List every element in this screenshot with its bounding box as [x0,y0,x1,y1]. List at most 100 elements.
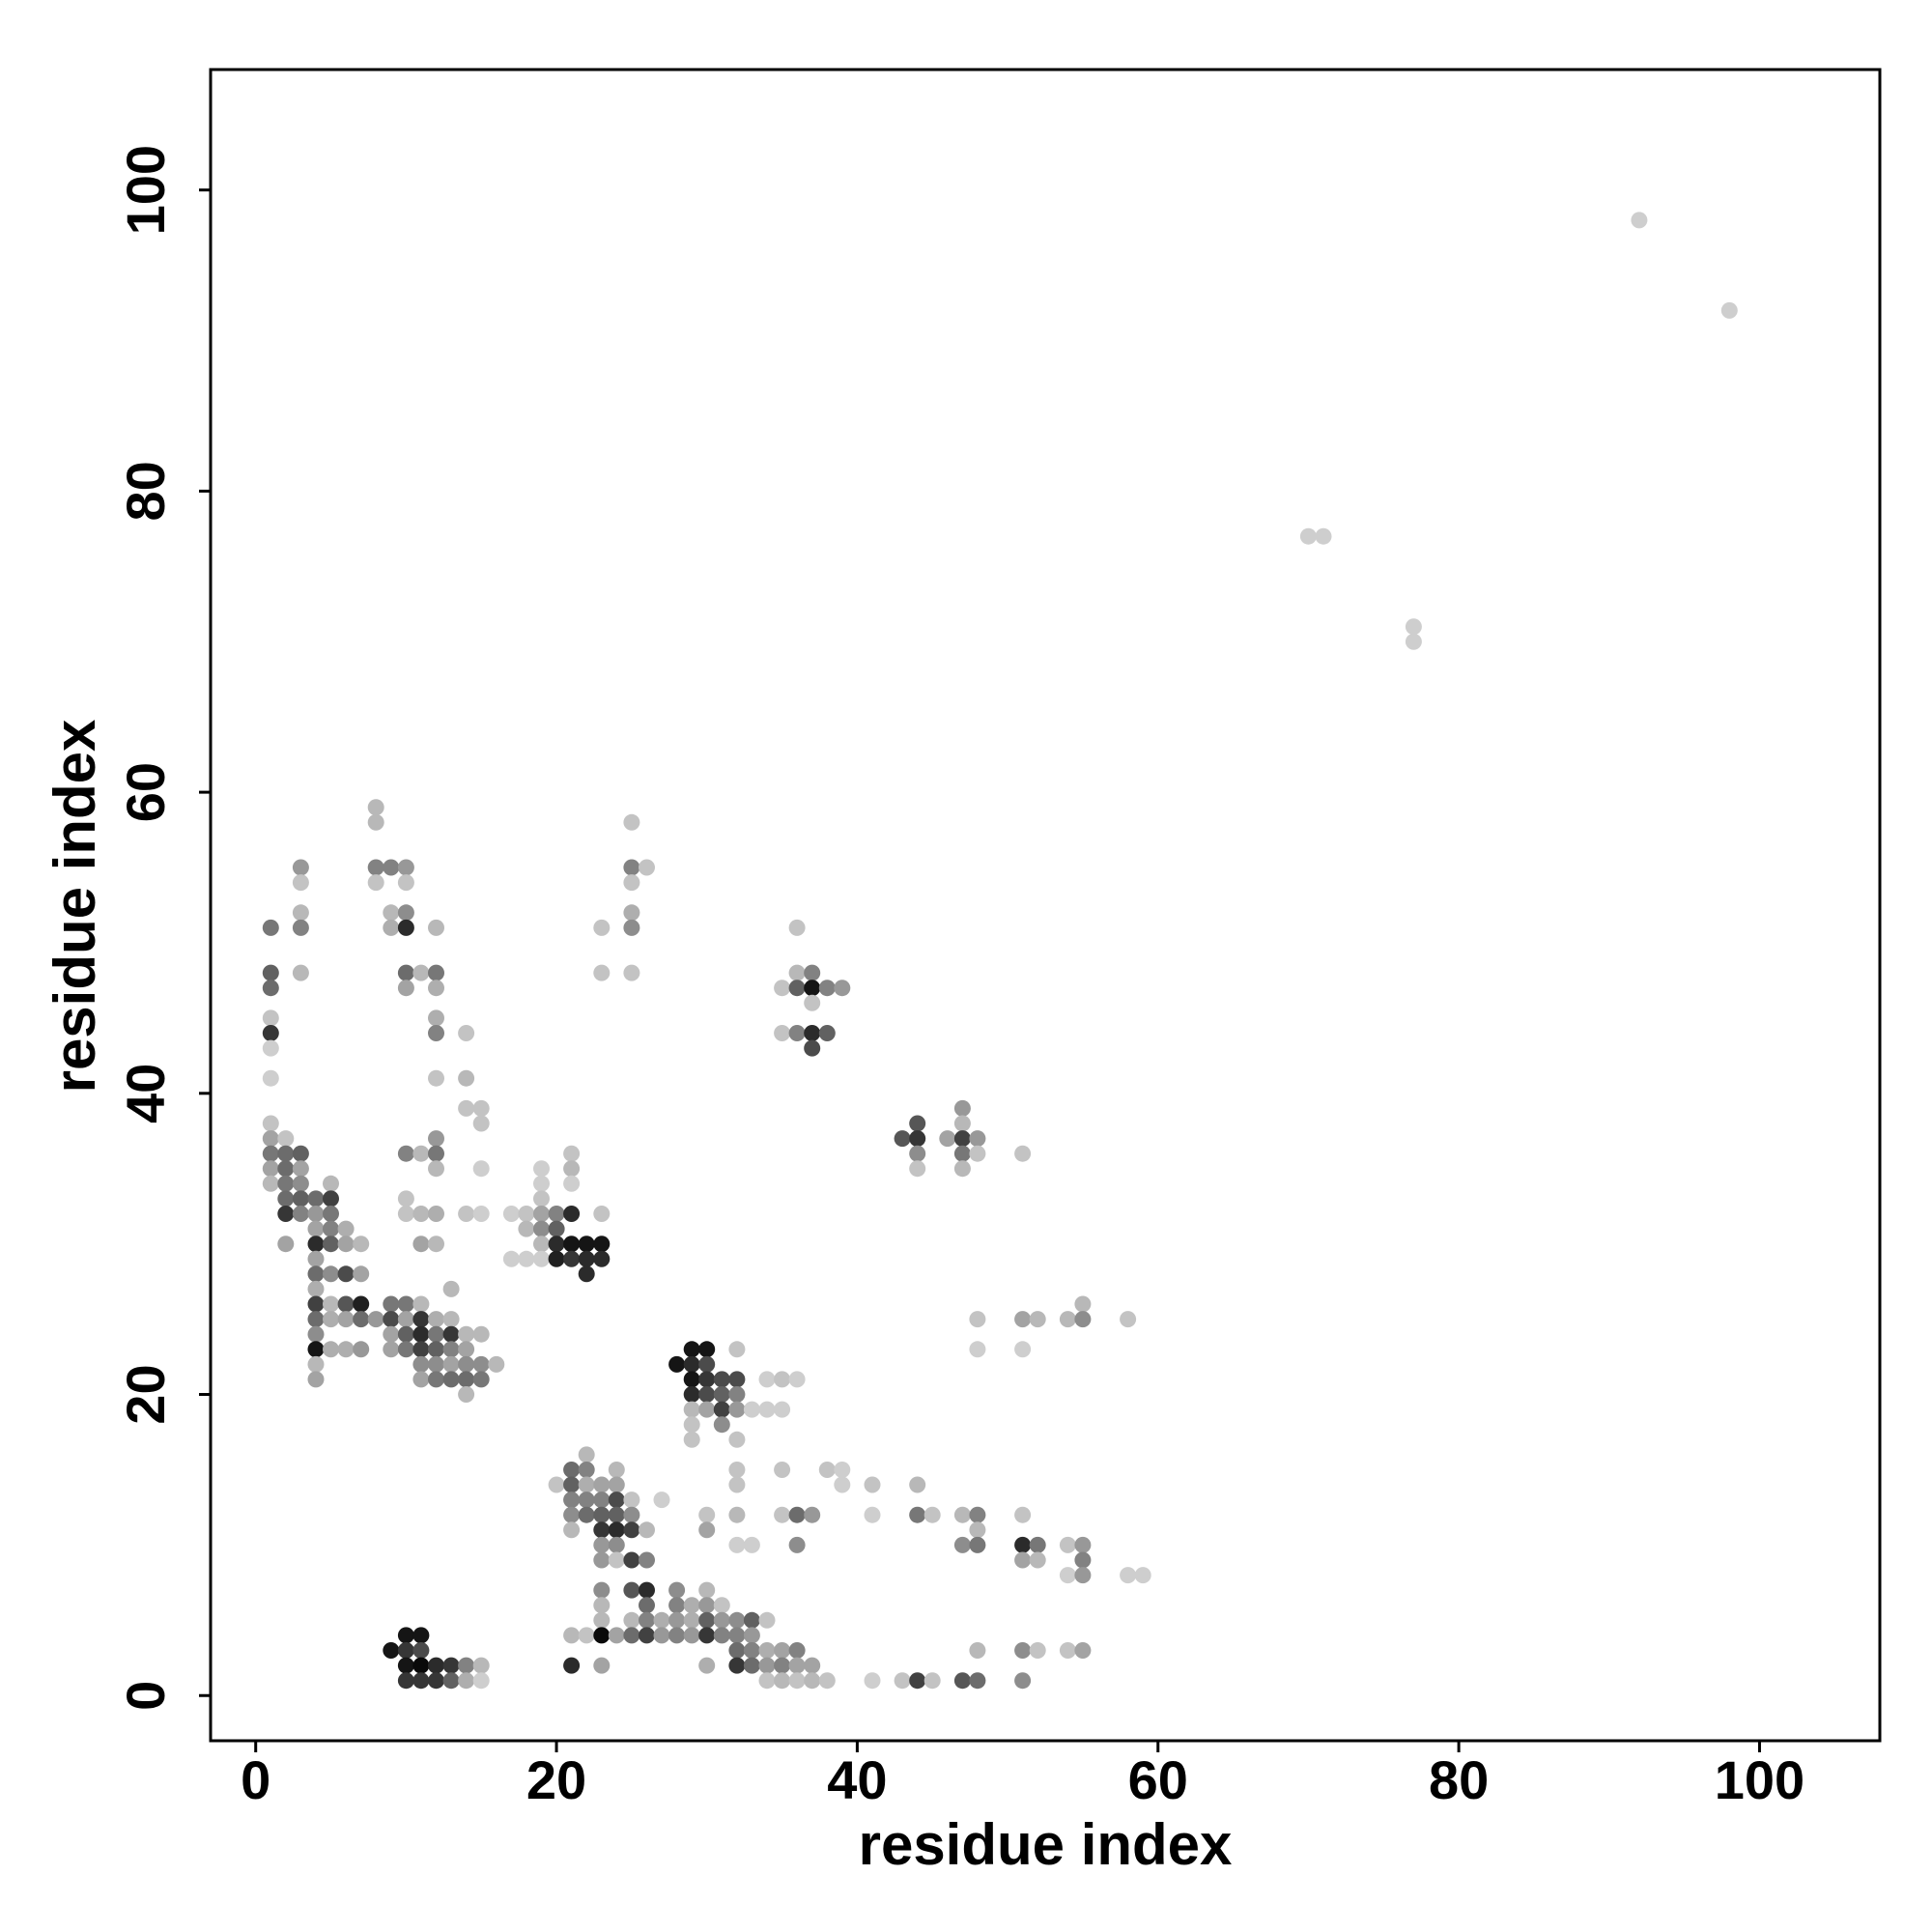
data-point [953,1672,971,1690]
data-point [337,1311,355,1328]
data-point [397,1627,414,1644]
data-point [953,1506,971,1523]
data-point [563,1492,581,1509]
data-point [683,1341,700,1358]
data-point [578,1476,595,1493]
x-tick-label: 100 [1715,1749,1804,1810]
data-point [563,1175,581,1192]
data-point [743,1401,760,1418]
data-point [428,1206,444,1222]
data-point [909,1476,926,1493]
data-point [668,1627,686,1644]
data-point [412,1206,430,1222]
data-point [698,1355,716,1373]
data-point [788,919,806,936]
data-point [1059,1642,1076,1659]
data-point [923,1672,941,1690]
data-point [683,1431,700,1448]
y-tick-label: 100 [115,145,176,235]
data-point [428,1160,444,1178]
data-point [563,1236,581,1253]
data-point [623,1627,640,1644]
data-point [788,1642,806,1659]
data-point [307,1220,325,1237]
data-point [728,1657,746,1674]
data-point [804,1506,821,1523]
data-point [728,1431,746,1448]
data-point [442,1672,460,1690]
data-point [502,1206,520,1222]
data-point [698,1611,716,1629]
data-point [323,1190,339,1208]
data-point [894,1672,911,1690]
data-point [894,1130,911,1148]
data-point [472,1355,490,1373]
data-point [277,1190,295,1208]
data-point [969,1536,986,1553]
data-point [698,1371,716,1388]
data-point [578,1506,595,1523]
data-point [442,1657,460,1674]
data-point [533,1206,550,1222]
data-point [277,1145,295,1162]
data-point [1059,1311,1076,1328]
data-point [292,919,309,936]
data-point [428,964,444,981]
data-point [563,1250,581,1267]
data-point [337,1295,355,1313]
data-point [428,1657,444,1674]
data-point [713,1611,730,1629]
data-point [383,1295,400,1313]
data-point [608,1627,625,1644]
data-point [668,1611,686,1629]
data-point [502,1250,520,1267]
data-point [774,1371,791,1388]
data-point [1074,1311,1092,1328]
data-point [668,1581,686,1599]
data-point [292,859,309,876]
data-point [292,1160,309,1178]
x-tick-label: 60 [1128,1749,1188,1810]
data-point [909,1130,926,1148]
data-point [1014,1672,1032,1690]
data-point [307,1206,325,1222]
data-point [1059,1567,1076,1584]
data-point [698,1341,716,1358]
data-point [909,1160,926,1178]
data-point [353,1236,370,1253]
data-point [412,1642,430,1659]
data-point [428,1145,444,1162]
data-point [412,1371,430,1388]
data-point [548,1236,565,1253]
data-point [428,1355,444,1373]
data-point [953,1536,971,1553]
data-point [397,1672,414,1690]
data-point [353,1295,370,1313]
data-point [774,1025,791,1041]
data-point [834,1462,851,1478]
data-point [639,1521,655,1539]
data-point [969,1506,986,1523]
data-point [323,1236,339,1253]
data-point [1014,1536,1032,1553]
data-point [397,980,414,997]
data-point [1029,1551,1046,1569]
data-point [412,1355,430,1373]
data-point [428,1371,444,1388]
data-point [458,1099,475,1117]
data-point [774,1672,791,1690]
data-point [818,1672,836,1690]
data-point [683,1371,700,1388]
data-point [428,980,444,997]
data-point [262,1115,279,1132]
data-point [323,1341,339,1358]
data-point [608,1462,625,1478]
data-point [608,1551,625,1569]
data-point [713,1627,730,1644]
data-point [1059,1536,1076,1553]
data-point [593,1581,611,1599]
data-point [953,1099,971,1117]
data-point [548,1476,565,1493]
data-point [428,1009,444,1027]
data-point [412,964,430,981]
